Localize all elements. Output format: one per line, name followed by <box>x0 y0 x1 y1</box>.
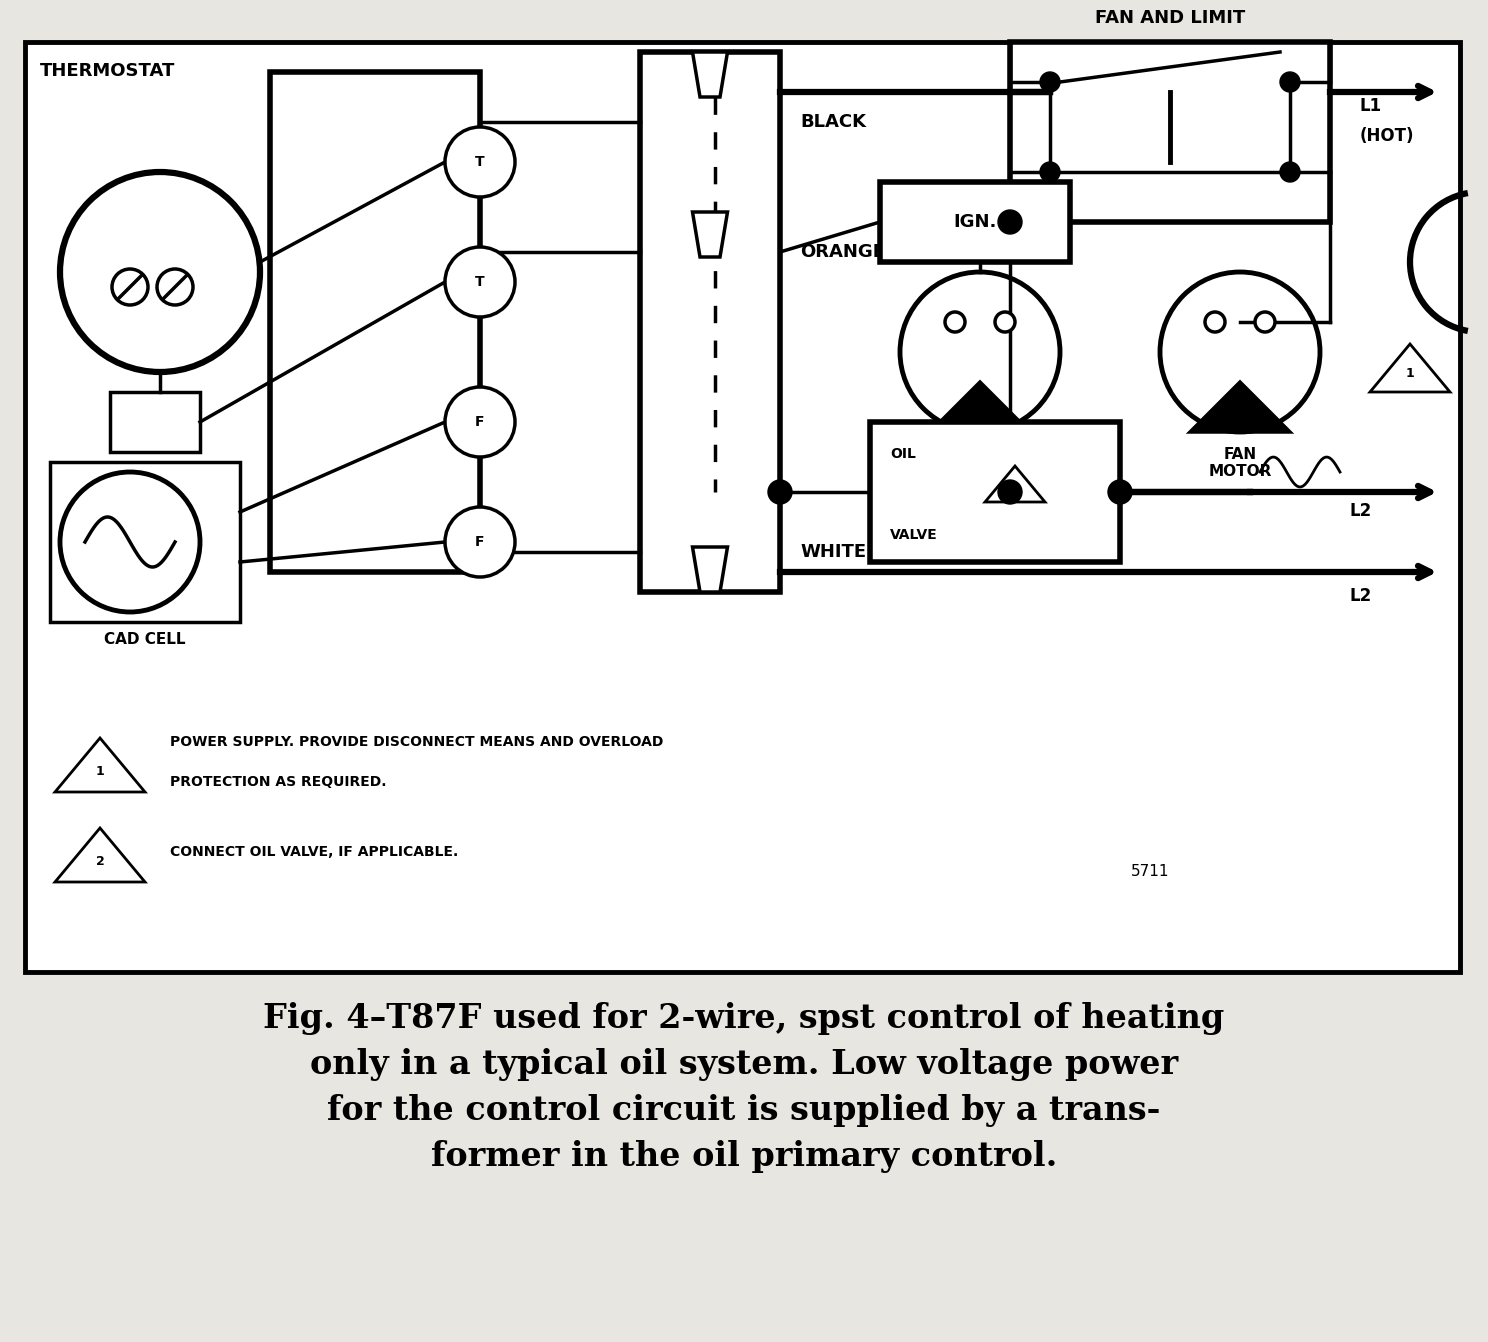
Text: L2: L2 <box>1350 586 1372 605</box>
Text: FAN AND LIMIT: FAN AND LIMIT <box>1095 9 1245 27</box>
Circle shape <box>945 311 966 331</box>
Circle shape <box>60 472 199 612</box>
Text: F: F <box>475 535 485 549</box>
Text: L1: L1 <box>1360 97 1382 115</box>
Bar <box>1010 42 1330 221</box>
Circle shape <box>1161 272 1320 432</box>
Text: 1: 1 <box>95 765 104 778</box>
Circle shape <box>1205 311 1225 331</box>
Text: F: F <box>475 415 485 429</box>
Text: Fig. 4–T87F used for 2-wire, spst control of heating
only in a typical oil syste: Fig. 4–T87F used for 2-wire, spst contro… <box>263 1002 1225 1173</box>
Polygon shape <box>1370 344 1449 392</box>
Circle shape <box>1280 72 1301 93</box>
Text: 5711: 5711 <box>1131 864 1170 879</box>
Polygon shape <box>1190 382 1290 432</box>
Circle shape <box>445 507 515 577</box>
Bar <box>110 392 199 452</box>
Text: 1: 1 <box>1406 368 1415 380</box>
Polygon shape <box>930 382 1030 432</box>
Text: WHITE: WHITE <box>801 544 866 561</box>
Text: T: T <box>475 275 485 289</box>
Polygon shape <box>985 466 1045 502</box>
Polygon shape <box>692 212 728 258</box>
Circle shape <box>1109 480 1132 505</box>
Circle shape <box>995 311 1015 331</box>
Polygon shape <box>55 828 144 882</box>
Text: 2: 2 <box>95 855 104 868</box>
Bar <box>51 462 240 621</box>
Text: IGN.: IGN. <box>954 213 997 231</box>
Bar <box>870 421 1120 562</box>
Text: FAN
MOTOR: FAN MOTOR <box>1208 447 1272 479</box>
Text: (HOT): (HOT) <box>1360 127 1415 145</box>
Circle shape <box>1040 72 1059 93</box>
Text: OIL: OIL <box>890 447 917 462</box>
Circle shape <box>60 172 260 372</box>
Circle shape <box>768 480 792 505</box>
Circle shape <box>1040 162 1059 183</box>
Polygon shape <box>55 738 144 792</box>
Bar <box>269 72 481 572</box>
Circle shape <box>1254 311 1275 331</box>
Circle shape <box>445 386 515 458</box>
Text: THERMOSTAT: THERMOSTAT <box>40 62 176 81</box>
Text: POWER SUPPLY. PROVIDE DISCONNECT MEANS AND OVERLOAD: POWER SUPPLY. PROVIDE DISCONNECT MEANS A… <box>170 735 664 749</box>
Text: CONNECT OIL VALVE, IF APPLICABLE.: CONNECT OIL VALVE, IF APPLICABLE. <box>170 845 458 859</box>
Polygon shape <box>692 52 728 97</box>
Bar <box>640 52 780 592</box>
Text: BLACK: BLACK <box>801 113 866 132</box>
Circle shape <box>900 272 1059 432</box>
Text: T: T <box>475 154 485 169</box>
Polygon shape <box>692 548 728 592</box>
Circle shape <box>445 247 515 317</box>
Text: PROTECTION AS REQUIRED.: PROTECTION AS REQUIRED. <box>170 774 387 789</box>
Text: VALVE: VALVE <box>890 527 937 542</box>
Circle shape <box>1280 162 1301 183</box>
Circle shape <box>445 127 515 197</box>
Text: 2: 2 <box>1010 482 1019 495</box>
Circle shape <box>158 268 193 305</box>
Bar <box>879 183 1070 262</box>
Text: L2: L2 <box>1350 502 1372 519</box>
Circle shape <box>998 209 1022 234</box>
Circle shape <box>998 480 1022 505</box>
Bar <box>25 42 1460 972</box>
Text: BURNER: BURNER <box>945 447 1015 462</box>
Circle shape <box>112 268 147 305</box>
Text: ORANGE: ORANGE <box>801 243 885 260</box>
Text: CAD CELL: CAD CELL <box>104 632 186 647</box>
